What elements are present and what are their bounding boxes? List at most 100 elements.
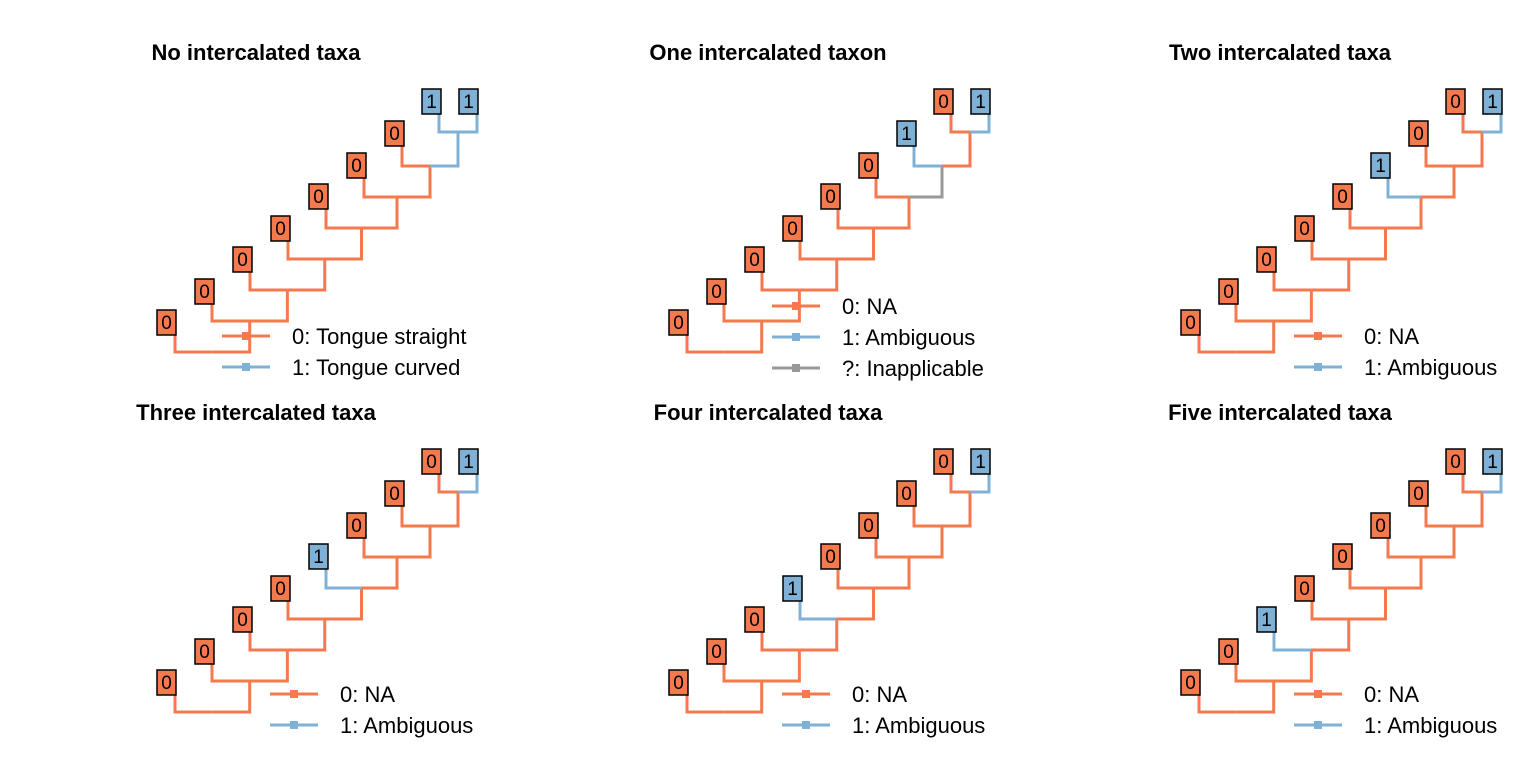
- legend: 0: NA 1: Ambiguous: [1294, 324, 1497, 380]
- legend-marker: [792, 333, 800, 341]
- tip-state-box: [933, 448, 954, 475]
- tip-state-box: [1218, 278, 1239, 305]
- tip-state-box: [1482, 88, 1503, 115]
- tip-state-label: 0: [161, 313, 172, 334]
- panel-title: One intercalated taxon: [649, 40, 886, 65]
- tip-state-box: [194, 638, 215, 665]
- legend-label: 0: NA: [852, 682, 907, 707]
- tip-state-label: 0: [1337, 187, 1348, 208]
- panel-title: Three intercalated taxa: [136, 400, 376, 425]
- legend-marker: [1314, 690, 1322, 698]
- tip-7: 0: [1408, 120, 1429, 147]
- tip-7: 1: [896, 120, 917, 147]
- legend-label: 0: NA: [842, 294, 897, 319]
- legend-marker: [802, 721, 810, 729]
- legend-item: 1: Ambiguous: [1294, 355, 1497, 380]
- legend-label: 0: NA: [1364, 682, 1419, 707]
- tip-state-box: [1294, 575, 1315, 602]
- tip-7: 0: [896, 480, 917, 507]
- legend-marker: [802, 690, 810, 698]
- tip-1: 0: [1180, 669, 1201, 696]
- tip-state-label: 0: [787, 219, 798, 240]
- tip-state-box: [1408, 120, 1429, 147]
- tip-state-label: 1: [901, 124, 912, 145]
- tip-4: 0: [1294, 575, 1315, 602]
- tip-state-box: [421, 448, 442, 475]
- tip-state-box: [1332, 543, 1353, 570]
- tip-1: 0: [156, 669, 177, 696]
- tip-5: 0: [1332, 183, 1353, 210]
- tip-state-box: [970, 88, 991, 115]
- legend-marker: [242, 332, 250, 340]
- tip-9: 1: [970, 448, 991, 475]
- tip-state-box: [706, 278, 727, 305]
- tip-6: 0: [858, 512, 879, 539]
- tip-1: 0: [1180, 309, 1201, 336]
- tip-state-box: [1370, 512, 1391, 539]
- legend: 0: NA 1: Ambiguous: [1294, 682, 1497, 738]
- tip-6: 0: [1370, 512, 1391, 539]
- legend-marker: [1314, 332, 1322, 340]
- tip-5: 0: [820, 183, 841, 210]
- legend-marker: [242, 363, 250, 371]
- tip-state-box: [1445, 448, 1466, 475]
- legend-item: 1: Ambiguous: [1294, 713, 1497, 738]
- tip-state-box: [820, 183, 841, 210]
- legend-item: 1: Tongue curved: [222, 355, 460, 380]
- tip-8: 1: [421, 88, 442, 115]
- tip-5: 0: [1332, 543, 1353, 570]
- tip-4: 1: [782, 575, 803, 602]
- legend-marker: [792, 364, 800, 372]
- tip-state-box: [744, 606, 765, 633]
- panel-2: One intercalated taxon 0 0 0 0 0 0 1 0 1 0: NA 1: A…: [649, 40, 991, 381]
- tip-state-box: [458, 448, 479, 475]
- tip-state-label: 1: [975, 452, 986, 473]
- tip-6: 0: [858, 152, 879, 179]
- tip-state-label: 0: [426, 452, 437, 473]
- panel-title: Five intercalated taxa: [1168, 400, 1393, 425]
- tip-8: 0: [933, 88, 954, 115]
- tip-state-box: [1294, 215, 1315, 242]
- tip-state-label: 1: [463, 92, 474, 113]
- legend-label: 1: Ambiguous: [1364, 355, 1497, 380]
- tip-5: 0: [308, 183, 329, 210]
- tip-state-label: 1: [1487, 452, 1498, 473]
- tip-4: 0: [1294, 215, 1315, 242]
- tip-state-label: 0: [863, 156, 874, 177]
- tip-9: 1: [458, 88, 479, 115]
- tip-3: 1: [1256, 606, 1277, 633]
- tip-state-box: [1370, 152, 1391, 179]
- legend-item: 0: NA: [1294, 324, 1419, 349]
- tip-8: 0: [933, 448, 954, 475]
- tip-4: 0: [782, 215, 803, 242]
- legend-item: 0: NA: [772, 294, 897, 319]
- legend-label: ?: Inapplicable: [842, 356, 984, 381]
- tip-state-label: 0: [351, 156, 362, 177]
- tip-1: 0: [668, 669, 689, 696]
- tip-state-label: 0: [1413, 124, 1424, 145]
- tip-2: 0: [706, 638, 727, 665]
- tip-state-label: 0: [1413, 484, 1424, 505]
- tip-state-label: 0: [901, 484, 912, 505]
- legend-item: 1: Ambiguous: [782, 713, 985, 738]
- tip-state-label: 0: [237, 610, 248, 631]
- tip-state-label: 0: [1450, 452, 1461, 473]
- tip-6: 0: [346, 152, 367, 179]
- tip-9: 1: [458, 448, 479, 475]
- tip-6: 1: [1370, 152, 1391, 179]
- legend-item: ?: Inapplicable: [772, 356, 984, 381]
- panel-title: Two intercalated taxa: [1169, 40, 1392, 65]
- tip-state-box: [270, 575, 291, 602]
- tip-state-label: 0: [825, 187, 836, 208]
- tip-state-box: [1180, 309, 1201, 336]
- tip-state-label: 0: [275, 219, 286, 240]
- legend: 0: NA 1: Ambiguous ?: Inapplicable: [772, 294, 984, 381]
- tip-4: 0: [270, 575, 291, 602]
- tip-state-box: [421, 88, 442, 115]
- tip-state-label: 0: [749, 610, 760, 631]
- legend-item: 1: Ambiguous: [270, 713, 473, 738]
- legend-item: 0: Tongue straight: [222, 324, 467, 349]
- tip-8: 0: [421, 448, 442, 475]
- tip-state-box: [1408, 480, 1429, 507]
- tip-state-box: [156, 309, 177, 336]
